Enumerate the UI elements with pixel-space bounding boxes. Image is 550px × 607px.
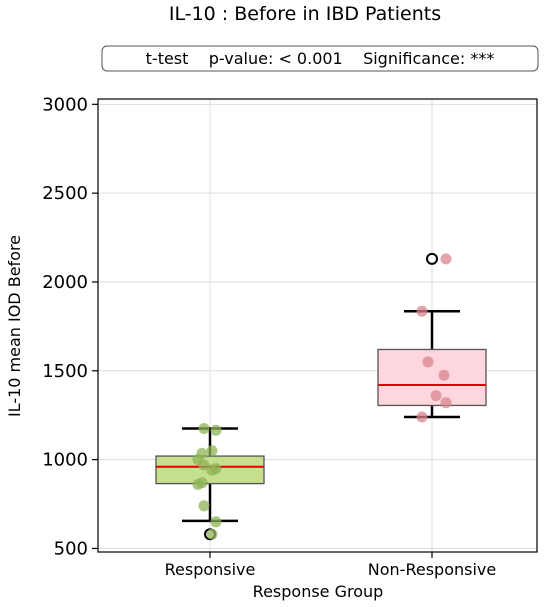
data-points bbox=[192, 253, 452, 540]
y-tick-label: 1000 bbox=[42, 450, 88, 471]
data-point bbox=[192, 478, 204, 490]
data-point bbox=[198, 500, 210, 512]
data-point bbox=[438, 369, 450, 381]
x-axis-ticks: Responsive Non-Responsive bbox=[165, 552, 496, 579]
data-point bbox=[210, 516, 222, 528]
x-axis-label: Response Group bbox=[253, 582, 384, 601]
y-tick-label: 500 bbox=[54, 538, 88, 559]
data-point bbox=[198, 459, 210, 471]
data-point bbox=[422, 356, 434, 368]
data-point bbox=[206, 445, 218, 457]
plot-frame bbox=[97, 98, 538, 553]
data-point bbox=[430, 390, 442, 402]
data-point bbox=[416, 411, 428, 423]
y-tick-label: 1500 bbox=[42, 361, 88, 382]
outlier-marker bbox=[426, 252, 438, 265]
data-point bbox=[206, 464, 218, 476]
chart-title: IL-10 : Before in IBD Patients bbox=[169, 3, 441, 25]
data-point bbox=[206, 528, 218, 540]
y-axis-ticks: 500 1000 1500 2000 2500 3000 bbox=[42, 94, 98, 559]
y-tick-label: 2500 bbox=[42, 183, 88, 204]
data-point bbox=[416, 305, 428, 317]
data-point bbox=[440, 253, 452, 265]
data-point bbox=[440, 397, 452, 409]
x-tick-label: Non-Responsive bbox=[368, 560, 496, 579]
stat-annotation-box bbox=[101, 45, 539, 72]
y-tick-label: 3000 bbox=[42, 94, 88, 115]
data-point bbox=[210, 424, 222, 436]
y-tick-label: 2000 bbox=[42, 272, 88, 293]
data-point bbox=[198, 423, 210, 435]
stat-annotation-text: t-test p-value: < 0.001 Significance: **… bbox=[146, 49, 495, 68]
x-tick-label: Responsive bbox=[165, 560, 256, 579]
y-axis-label: IL-10 mean IOD Before bbox=[5, 235, 24, 417]
